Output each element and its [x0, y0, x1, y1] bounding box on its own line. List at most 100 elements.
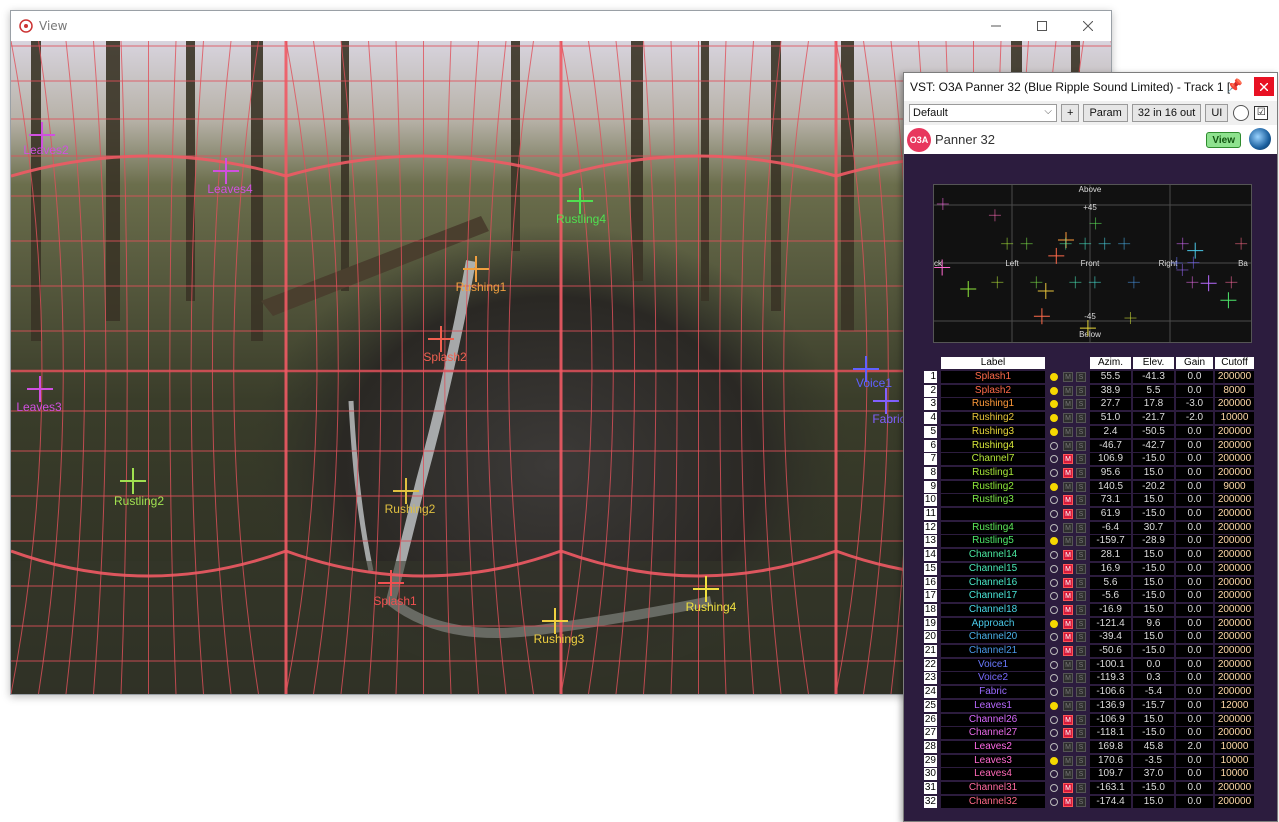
azimuth-value[interactable]: -39.4	[1090, 631, 1131, 644]
track-label[interactable]: Channel14	[941, 549, 1045, 562]
solo-button[interactable]: S	[1076, 522, 1086, 533]
azimuth-value[interactable]: -159.7	[1090, 535, 1131, 548]
track-label[interactable]: Leaves1	[941, 699, 1045, 712]
gain-value[interactable]: 0.0	[1176, 795, 1213, 808]
elevation-value[interactable]: 17.8	[1133, 398, 1174, 411]
mute-button[interactable]: M	[1063, 632, 1073, 643]
cutoff-value[interactable]: 200000	[1215, 398, 1254, 411]
mute-button[interactable]: M	[1063, 796, 1073, 807]
azimuth-value[interactable]: 55.5	[1090, 371, 1131, 383]
track-label[interactable]: Rustling4	[941, 521, 1045, 534]
track-label[interactable]: Voice2	[941, 672, 1045, 685]
track-label[interactable]: Channel31	[941, 782, 1045, 794]
cutoff-value[interactable]: 200000	[1215, 439, 1254, 452]
param-button[interactable]: Param	[1083, 104, 1128, 122]
track-label[interactable]: Leaves2	[941, 740, 1045, 753]
gain-value[interactable]: 0.0	[1176, 686, 1213, 699]
gain-value[interactable]: 0.0	[1176, 617, 1213, 630]
elevation-value[interactable]: -15.0	[1133, 782, 1174, 794]
elevation-value[interactable]: 9.6	[1133, 617, 1174, 630]
azimuth-value[interactable]: 140.5	[1090, 480, 1131, 493]
mute-button[interactable]: M	[1063, 700, 1073, 711]
radar-marker[interactable]	[960, 281, 977, 298]
elevation-value[interactable]: 5.5	[1133, 384, 1174, 397]
solo-button[interactable]: S	[1076, 687, 1086, 698]
gain-value[interactable]: 0.0	[1176, 727, 1213, 740]
mute-button[interactable]: M	[1063, 728, 1073, 739]
gain-value[interactable]: 0.0	[1176, 549, 1213, 562]
track-label[interactable]: Rushing4	[941, 439, 1045, 452]
solo-button[interactable]: S	[1076, 591, 1086, 602]
scene-marker[interactable]: Leaves2	[23, 122, 69, 157]
track-row[interactable]: 23 Voice2 M S -119.3 0.3 0.0 200000	[924, 672, 1264, 686]
position-map[interactable]: Above +45 ck Left Front Right Ba -45 Bel…	[933, 184, 1252, 343]
cutoff-value[interactable]: 200000	[1215, 658, 1254, 671]
mute-button[interactable]: M	[1063, 604, 1073, 615]
track-row[interactable]: 29 Leaves3 M S 170.6 -3.5 0.0 10000	[924, 754, 1264, 769]
track-row[interactable]: 8 Rustling1 M S 95.6 15.0 0.0 200000	[924, 466, 1264, 481]
gain-value[interactable]: 0.0	[1176, 658, 1213, 671]
radar-marker[interactable]	[1127, 276, 1140, 289]
radar-marker[interactable]	[1186, 276, 1199, 289]
elevation-value[interactable]: -5.4	[1133, 686, 1174, 699]
elevation-value[interactable]: -15.0	[1133, 645, 1174, 657]
cutoff-value[interactable]: 10000	[1215, 412, 1254, 425]
azimuth-value[interactable]: 73.1	[1090, 494, 1131, 507]
scene-marker[interactable]: Splash2	[423, 326, 467, 364]
track-row[interactable]: 13 Rustling5 M S -159.7 -28.9 0.0 200000	[924, 535, 1264, 549]
azimuth-value[interactable]: 2.4	[1090, 425, 1131, 438]
radar-marker[interactable]	[1187, 242, 1204, 259]
radar-marker[interactable]	[988, 209, 1001, 222]
solo-button[interactable]: S	[1076, 563, 1086, 574]
scene-marker[interactable]: Splash1	[373, 570, 417, 608]
gain-value[interactable]: 0.0	[1176, 425, 1213, 438]
cutoff-value[interactable]: 200000	[1215, 425, 1254, 438]
radar-marker[interactable]	[1088, 276, 1101, 289]
cutoff-value[interactable]: 200000	[1215, 562, 1254, 575]
mute-button[interactable]: M	[1063, 563, 1073, 574]
scene-marker[interactable]: Rushing3	[534, 608, 585, 646]
mute-button[interactable]: M	[1063, 372, 1073, 382]
track-label[interactable]	[941, 508, 1045, 520]
mute-button[interactable]: M	[1063, 509, 1073, 519]
cutoff-value[interactable]: 200000	[1215, 494, 1254, 507]
radar-marker[interactable]	[936, 197, 949, 210]
mute-button[interactable]: M	[1063, 755, 1073, 766]
scene-marker[interactable]: Rustling2	[114, 468, 164, 508]
gain-value[interactable]: 0.0	[1176, 672, 1213, 685]
cutoff-value[interactable]: 200000	[1215, 590, 1254, 603]
io-button[interactable]: 32 in 16 out	[1131, 104, 1202, 122]
scene-marker[interactable]: Rustling4	[556, 188, 606, 226]
elevation-value[interactable]: 15.0	[1133, 466, 1174, 479]
solo-button[interactable]: S	[1076, 741, 1086, 752]
track-row[interactable]: 6 Rushing4 M S -46.7 -42.7 0.0 200000	[924, 439, 1264, 454]
azimuth-value[interactable]: -50.6	[1090, 645, 1131, 657]
solo-button[interactable]: S	[1076, 454, 1086, 465]
radar-marker[interactable]	[1187, 256, 1200, 269]
mute-button[interactable]: M	[1063, 440, 1073, 451]
track-row[interactable]: 4 Rushing2 M S 51.0 -21.7 -2.0 10000	[924, 412, 1264, 426]
gain-value[interactable]: 0.0	[1176, 535, 1213, 548]
gain-value[interactable]: 0.0	[1176, 508, 1213, 520]
solo-button[interactable]: S	[1076, 372, 1086, 382]
azimuth-value[interactable]: 38.9	[1090, 384, 1131, 397]
elevation-value[interactable]: 30.7	[1133, 521, 1174, 534]
track-label[interactable]: Channel15	[941, 562, 1045, 575]
cutoff-value[interactable]: 8000	[1215, 384, 1254, 397]
elevation-value[interactable]: -3.5	[1133, 754, 1174, 767]
track-row[interactable]: 32 Channel32 M S -174.4 15.0 0.0 200000	[924, 795, 1264, 810]
mute-button[interactable]: M	[1063, 495, 1073, 506]
view-titlebar[interactable]: View	[11, 11, 1111, 41]
track-row[interactable]: 10 Rustling3 M S 73.1 15.0 0.0 200000	[924, 494, 1264, 508]
wet-knob[interactable]	[1233, 105, 1250, 121]
azimuth-value[interactable]: 106.9	[1090, 453, 1131, 466]
mute-button[interactable]: M	[1063, 550, 1073, 561]
gain-value[interactable]: 0.0	[1176, 480, 1213, 493]
gain-value[interactable]: 0.0	[1176, 754, 1213, 767]
elevation-value[interactable]: -15.0	[1133, 508, 1174, 520]
track-label[interactable]: Rushing3	[941, 425, 1045, 438]
solo-button[interactable]: S	[1076, 769, 1086, 780]
cutoff-value[interactable]: 200000	[1215, 576, 1254, 589]
scene-marker[interactable]: Voice1	[853, 356, 892, 390]
azimuth-value[interactable]: -121.4	[1090, 617, 1131, 630]
